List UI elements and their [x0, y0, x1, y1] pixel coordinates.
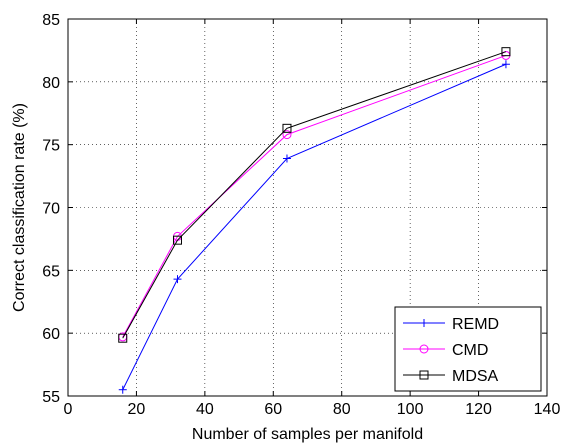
x-tick-label: 0: [64, 401, 73, 418]
legend-label-cmd: CMD: [452, 342, 488, 359]
legend-item-mdsa: MDSA: [403, 368, 499, 385]
x-tick-label: 20: [128, 401, 146, 418]
data-point-mdsa: [172, 235, 182, 245]
y-tick-label: 55: [42, 389, 60, 406]
y-tick-label: 60: [42, 326, 60, 343]
x-tick-label: 60: [264, 401, 282, 418]
data-point-remd: [173, 275, 182, 284]
series-line-remd: [122, 63, 507, 390]
x-axis-label: Number of samples per manifold: [192, 426, 423, 443]
grid: [68, 19, 547, 396]
legend-label-remd: REMD: [452, 316, 499, 333]
legend-item-remd: REMD: [403, 316, 499, 333]
legend-marker-cmd: [419, 344, 429, 354]
data-point-remd: [282, 154, 291, 163]
series-line-cmd: [122, 54, 507, 338]
series-group: [118, 47, 511, 394]
x-tick-label: 40: [196, 401, 214, 418]
data-point-mdsa: [282, 123, 292, 133]
series-cmd: [118, 50, 511, 342]
series-mdsa: [118, 47, 511, 343]
series-line-mdsa: [122, 51, 507, 339]
y-tick-label: 75: [42, 138, 60, 155]
legend-marker-remd: [420, 319, 428, 327]
x-tick-label: 100: [397, 401, 424, 418]
x-tick-label: 140: [534, 401, 561, 418]
x-tick-label: 80: [333, 401, 351, 418]
data-point-mdsa: [118, 333, 128, 343]
y-tick-label: 80: [42, 75, 60, 92]
y-tick-label: 70: [42, 201, 60, 218]
x-tick-label: 120: [465, 401, 492, 418]
data-point-remd: [501, 60, 510, 69]
y-tick-label: 65: [42, 263, 60, 280]
axis-ticks: 0 20 40 60 80 100 120 140 55 60 65 70 75 80 85: [42, 12, 560, 418]
legend-label-mdsa: MDSA: [452, 368, 499, 385]
legend-item-cmd: CMD: [403, 342, 488, 359]
data-point-remd: [118, 385, 127, 394]
legend: REMD CMD MDSA: [394, 306, 542, 392]
data-point-cmd: [282, 130, 292, 140]
y-axis-label: Correct classification rate (%): [11, 103, 28, 312]
y-tick-label: 85: [42, 12, 60, 29]
legend-marker-mdsa: [419, 370, 429, 380]
series-remd: [118, 60, 510, 394]
data-point-mdsa: [501, 47, 511, 57]
